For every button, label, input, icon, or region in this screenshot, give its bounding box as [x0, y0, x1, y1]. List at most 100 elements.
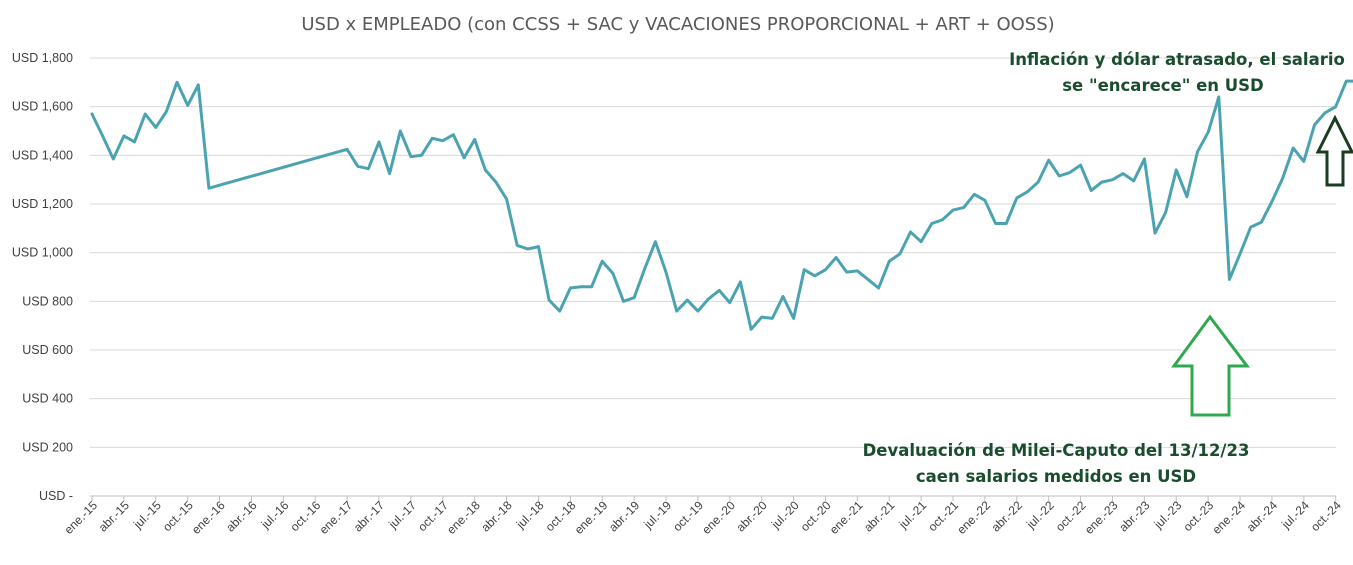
data-point: [1217, 95, 1220, 99]
x-tick-label: ene.-21: [827, 498, 866, 537]
series-line: [90, 79, 1353, 331]
y-tick-label: USD -: [39, 489, 73, 503]
data-point: [112, 157, 115, 161]
data-point: [888, 259, 891, 263]
data-point: [590, 285, 593, 288]
x-tick-label: ene.-19: [572, 498, 611, 537]
data-point: [696, 309, 700, 313]
data-point: [866, 278, 870, 281]
data-point: [898, 252, 902, 256]
data-point: [420, 154, 423, 157]
x-tick-label: abr.-24: [1244, 498, 1281, 535]
y-tick-label: USD 200: [22, 440, 73, 454]
data-point: [643, 267, 646, 270]
x-tick-label: abr.-19: [606, 498, 643, 535]
annotation-inflation-line-1: Inflación y dólar atrasado, el salario: [1009, 50, 1345, 69]
data-point: [452, 133, 455, 136]
data-point: [441, 139, 444, 142]
x-tick-label: oct.-24: [1308, 498, 1344, 534]
x-tick-label: jul.-17: [385, 498, 419, 532]
data-point: [1249, 225, 1252, 229]
data-point: [1164, 211, 1167, 214]
y-tick-label: USD 1,200: [12, 197, 73, 211]
data-point: [90, 112, 94, 116]
data-point: [569, 286, 572, 290]
data-point: [813, 274, 817, 277]
x-tick-label: abr.-21: [861, 498, 898, 535]
x-tick-label: abr.-17: [351, 498, 388, 535]
x-tick-label: ene.-16: [189, 498, 228, 537]
data-point: [877, 286, 880, 290]
data-point: [505, 197, 508, 201]
x-tick-label: jul.-23: [1151, 498, 1185, 532]
x-axis: ene.-15abr.-15jul.-15oct.-15ene.-16abr.-…: [61, 495, 1344, 537]
x-tick-label: jul.-21: [896, 498, 930, 532]
x-tick-label: jul.-16: [258, 498, 292, 532]
annotation-devaluation-line-1: Devaluación de Milei-Caputo del 13/12/23: [863, 441, 1250, 460]
data-point: [845, 270, 848, 274]
data-point: [1270, 200, 1274, 203]
y-tick-label: USD 400: [22, 392, 73, 406]
data-point: [122, 134, 126, 138]
data-point: [1206, 131, 1210, 134]
x-tick-label: ene.-23: [1082, 498, 1121, 537]
y-tick-label: USD 1,600: [12, 100, 73, 114]
x-tick-label: abr.-23: [1116, 498, 1153, 535]
x-tick-label: jul.-18: [513, 498, 547, 532]
data-point: [1323, 111, 1327, 114]
data-point: [537, 245, 540, 248]
data-point: [632, 296, 636, 299]
data-point: [1196, 150, 1199, 153]
x-tick-label: abr.-20: [733, 498, 770, 535]
data-point: [473, 138, 476, 141]
data-point: [377, 140, 381, 144]
data-point: [1058, 174, 1061, 178]
y-tick-label: USD 1,800: [12, 51, 73, 65]
data-point: [962, 206, 965, 209]
x-tick-label: abr.-16: [223, 498, 260, 535]
data-point: [834, 256, 838, 259]
y-tick-label: USD 600: [22, 343, 73, 357]
data-point: [1228, 278, 1231, 281]
data-point: [197, 83, 200, 86]
data-point: [1026, 190, 1029, 194]
data-point: [1121, 172, 1125, 175]
data-point: [356, 165, 359, 168]
data-point: [792, 317, 795, 320]
data-point: [1047, 159, 1050, 162]
x-tick-label: abr.-15: [96, 498, 133, 535]
data-point: [611, 272, 615, 275]
y-tick-label: USD 1,000: [12, 246, 73, 260]
data-point: [367, 167, 370, 170]
data-point: [803, 268, 806, 271]
data-point: [1143, 157, 1146, 161]
data-point: [1015, 196, 1019, 200]
y-axis: USD - USD 200 USD 400 USD 600 USD 800 USD 1,0…: [12, 51, 73, 503]
x-tick-label: ene.-20: [699, 498, 738, 537]
data-point: [675, 309, 678, 313]
data-point: [664, 270, 668, 274]
x-tick-label: jul.-20: [768, 498, 802, 532]
arrow-up-dark-icon: [1315, 114, 1353, 187]
data-point: [101, 134, 104, 138]
data-point: [484, 168, 487, 172]
data-point: [824, 268, 827, 271]
data-point: [1313, 123, 1316, 127]
x-tick-label: jul.-24: [1278, 498, 1312, 532]
data-point: [1132, 179, 1135, 183]
data-point: [707, 297, 710, 301]
data-point: [1345, 79, 1348, 83]
x-tick-label: ene.-17: [317, 498, 356, 537]
x-tick-label: ene.-24: [1209, 498, 1248, 537]
data-point: [1004, 222, 1008, 225]
data-point: [1302, 160, 1306, 163]
data-point: [165, 110, 168, 113]
data-point: [1068, 171, 1072, 174]
y-tick-label: USD 800: [22, 294, 73, 308]
x-tick-label: ene.-18: [444, 498, 483, 537]
data-point: [686, 298, 689, 302]
data-point: [951, 208, 955, 212]
data-point: [941, 218, 944, 222]
data-point: [558, 309, 561, 313]
